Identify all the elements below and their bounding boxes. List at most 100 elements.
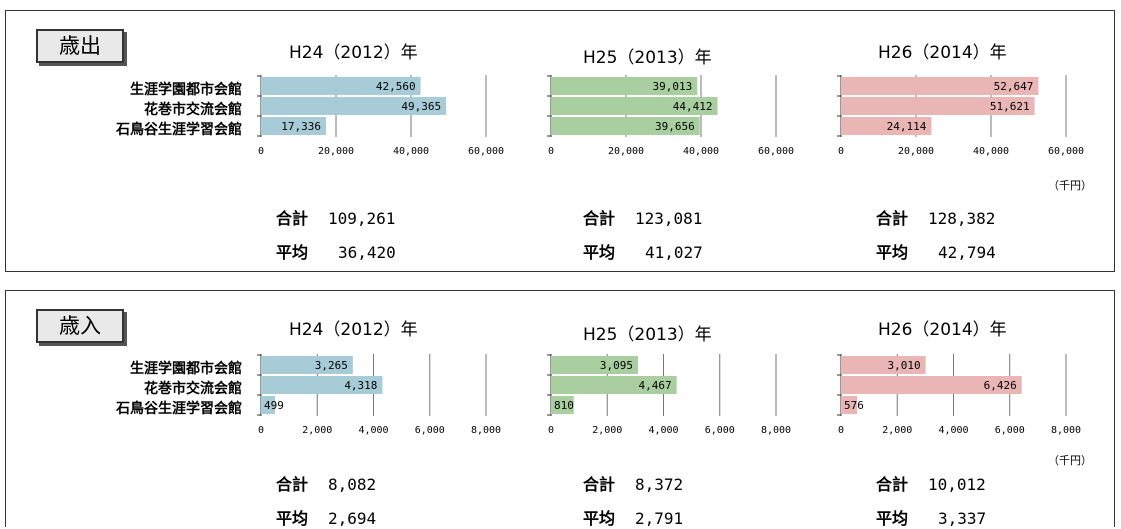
- data-label: 52,647: [994, 80, 1034, 93]
- category-label: 石鳥谷生涯学習会館: [116, 401, 242, 417]
- sum-value: 8,082: [328, 475, 377, 494]
- sum-row: 合計 123,081: [583, 205, 702, 229]
- sum-label: 合計: [583, 475, 616, 494]
- category-label: 石鳥谷生涯学習会館: [116, 122, 242, 138]
- avg-label: 平均: [583, 509, 616, 528]
- tick-label: 4,000: [648, 425, 678, 436]
- bar: [551, 376, 677, 394]
- avg-label: 平均: [876, 509, 909, 528]
- data-label: 39,013: [653, 80, 693, 93]
- bar: [841, 376, 1022, 394]
- tick-label: 0: [548, 146, 554, 157]
- tick-label: 20,000: [608, 146, 644, 157]
- avg-row: 平均 3,337: [876, 505, 986, 529]
- bar-chart: 0 20,000 40,000 60,000 39,013 44,412 39,656: [547, 75, 794, 157]
- avg-label: 平均: [276, 243, 309, 262]
- tick-label: 20,000: [898, 146, 934, 157]
- sum-label: 合計: [583, 209, 616, 228]
- tick-label: 8,000: [761, 425, 791, 436]
- tick-label: 0: [258, 425, 264, 436]
- tick-label: 6,000: [415, 425, 445, 436]
- bar-chart: 0 20,000 40,000 60,000 52,647 51,621 24,114: [837, 75, 1084, 157]
- data-label: 49,365: [401, 100, 441, 113]
- expenditure-panel: 歳出 H24（2012）年 H25（2013）年 H26（2014）年 生涯学園…: [5, 10, 1115, 272]
- year-title: H24（2012）年: [289, 320, 418, 340]
- data-label: 6,426: [984, 379, 1017, 392]
- tick-label: 8,000: [1051, 425, 1081, 436]
- avg-value: 41,027: [645, 243, 703, 262]
- avg-value: 42,794: [938, 243, 996, 262]
- category-label: 生涯学園都市会館: [130, 361, 242, 377]
- bar: [261, 117, 327, 135]
- category-label: 花巻市交流会館: [144, 381, 242, 397]
- data-label: 44,412: [673, 100, 713, 113]
- tick-label: 4,000: [938, 425, 968, 436]
- tick-label: 8,000: [471, 425, 501, 436]
- avg-label: 平均: [276, 509, 309, 528]
- data-label: 810: [554, 399, 574, 412]
- avg-value: 36,420: [338, 243, 396, 262]
- sum-value: 109,261: [328, 209, 396, 228]
- year-title: H26（2014）年: [878, 320, 1007, 340]
- sum-row: 合計 109,261: [276, 205, 395, 229]
- sum-row: 合計 8,372: [583, 471, 683, 495]
- panel-label: 歳出: [36, 29, 124, 63]
- tick-label: 0: [548, 425, 554, 436]
- year-title: H25（2013）年: [583, 325, 712, 345]
- data-label: 499: [264, 399, 284, 412]
- sum-row: 合計 10,012: [876, 471, 986, 495]
- tick-label: 2,000: [592, 425, 622, 436]
- avg-row: 平均 41,027: [583, 239, 703, 263]
- tick-label: 60,000: [468, 146, 504, 157]
- bar: [841, 396, 858, 414]
- revenue-panel: 歳入 H24（2012）年 H25（2013）年 H26（2014）年 生涯学園…: [5, 290, 1115, 529]
- data-label: 4,467: [639, 379, 672, 392]
- category-label: 花巻市交流会館: [144, 102, 242, 118]
- avg-row: 平均 36,420: [276, 239, 396, 263]
- avg-row: 平均 42,794: [876, 239, 996, 263]
- tick-label: 6,000: [705, 425, 735, 436]
- tick-label: 0: [838, 146, 844, 157]
- bar: [841, 77, 1039, 95]
- year-title: H24（2012）年: [289, 43, 418, 63]
- unit-label: （千円）: [1048, 179, 1092, 192]
- data-label: 51,621: [990, 100, 1030, 113]
- bar: [261, 356, 353, 374]
- avg-value: 3,337: [938, 509, 987, 528]
- data-label: 42,560: [376, 80, 416, 93]
- sum-row: 合計 128,382: [876, 205, 995, 229]
- bar: [551, 117, 700, 135]
- unit-label: （千円）: [1048, 454, 1092, 467]
- sum-label: 合計: [276, 475, 309, 494]
- bar: [841, 356, 926, 374]
- sum-row: 合計 8,082: [276, 471, 376, 495]
- year-title: H25（2013）年: [583, 48, 712, 68]
- bar: [551, 97, 718, 115]
- bar: [551, 396, 574, 414]
- bar: [551, 77, 698, 95]
- bar: [261, 77, 421, 95]
- sum-label: 合計: [876, 475, 909, 494]
- sum-value: 8,372: [635, 475, 684, 494]
- bar-chart: 0 2,000 4,000 6,000 8,000 3,095 4,467 810: [547, 354, 791, 436]
- avg-label: 平均: [583, 243, 616, 262]
- avg-value: 2,791: [635, 509, 684, 528]
- tick-label: 0: [838, 425, 844, 436]
- bar: [261, 376, 383, 394]
- tick-label: 40,000: [393, 146, 429, 157]
- panel-label: 歳入: [36, 309, 124, 343]
- data-label: 39,656: [655, 120, 695, 133]
- data-label: 3,095: [600, 359, 633, 372]
- year-title: H26（2014）年: [878, 43, 1007, 63]
- sum-value: 123,081: [635, 209, 703, 228]
- tick-label: 40,000: [973, 146, 1009, 157]
- tick-label: 60,000: [1048, 146, 1084, 157]
- bar: [841, 97, 1035, 115]
- bar-chart: 0 20,000 40,000 60,000 42,560 49,365 17,336: [257, 75, 504, 157]
- avg-row: 平均 2,694: [276, 505, 376, 529]
- avg-label: 平均: [876, 243, 909, 262]
- sum-value: 10,012: [928, 475, 986, 494]
- data-label: 24,114: [887, 120, 927, 133]
- category-label: 生涯学園都市会館: [130, 82, 242, 98]
- bar: [551, 356, 639, 374]
